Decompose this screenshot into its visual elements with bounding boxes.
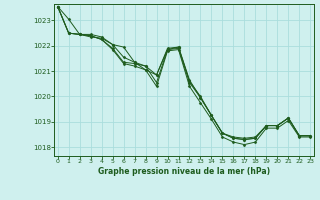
X-axis label: Graphe pression niveau de la mer (hPa): Graphe pression niveau de la mer (hPa) xyxy=(98,167,270,176)
